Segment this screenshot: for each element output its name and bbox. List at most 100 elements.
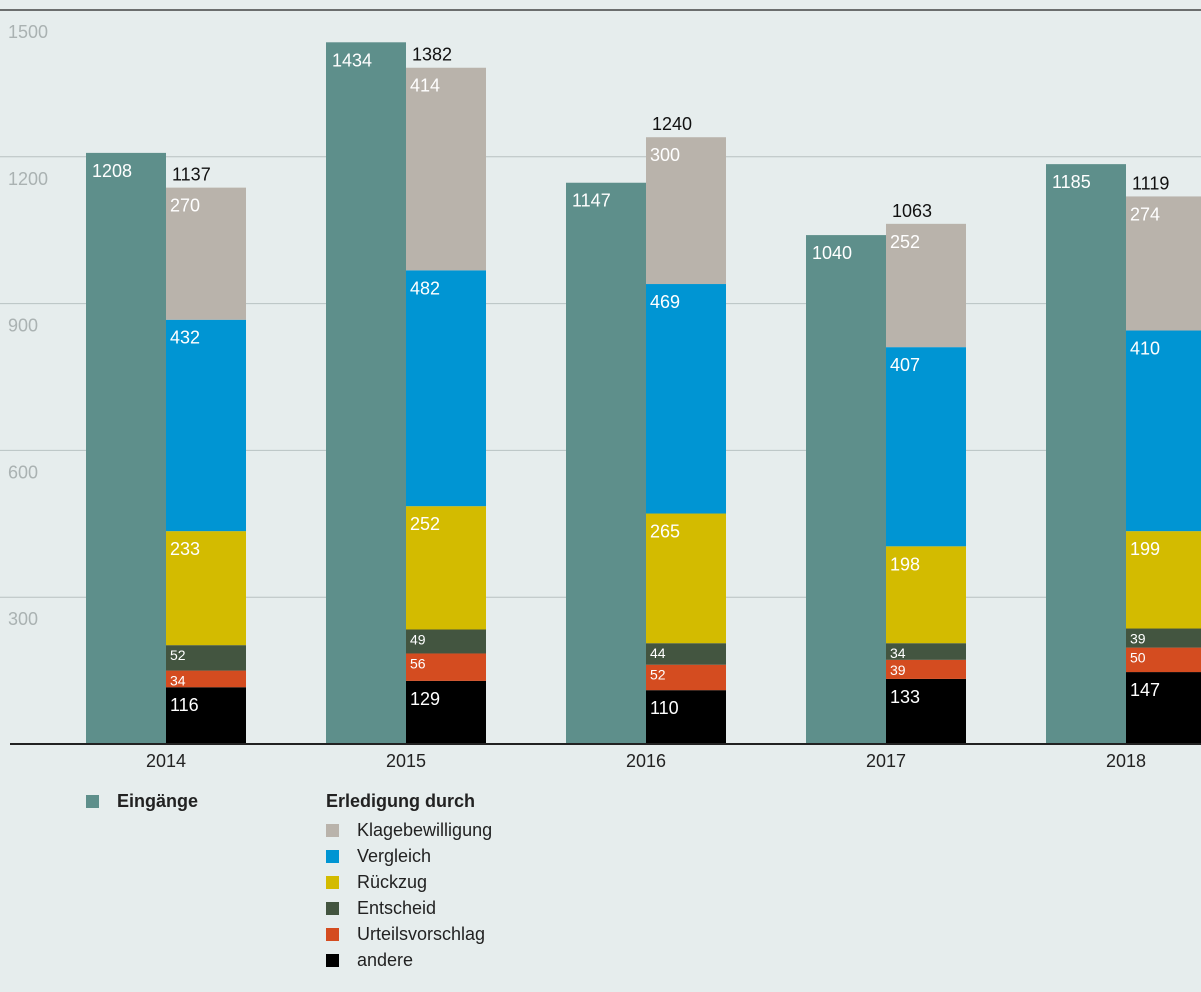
legend-swatch-urteilsvorschlag [326,927,339,941]
data-label-andere-2014: 116 [170,695,199,715]
data-label-entscheid-2015: 49 [410,631,426,647]
total-label-2018: 1119 [1132,173,1169,193]
y-tick-label-300: 300 [8,609,38,629]
legend-item-entscheid: Entscheid [326,895,492,921]
legend-incoming: Eingänge [86,788,198,814]
bar-klagebewilligung-2015 [406,67,486,271]
data-label-klagebewilligung-2014: 270 [170,196,200,216]
legend-swatch-entscheid [326,901,339,915]
bar-entscheid-2014 [166,645,246,671]
legend-swatch-eingaenge [86,794,99,808]
data-label-entscheid-2016: 44 [650,645,666,661]
legend-settled: Erledigung durch Klagebewilligung Vergle… [326,788,492,973]
data-label-andere-2017: 133 [890,687,920,707]
data-label-rueckzug-2018: 199 [1130,539,1160,559]
bar-eingaenge-2017 [806,235,886,745]
legend-label-vergleich: Vergleich [357,845,432,866]
legend-swatch-andere [326,953,339,967]
data-label-eingaenge-2015: 1434 [332,50,372,70]
x-tick-label-2015: 2015 [386,751,426,771]
bar-eingaenge-2014 [86,152,166,745]
data-label-vergleich-2016: 469 [650,292,680,312]
data-label-eingaenge-2018: 1185 [1052,172,1091,192]
legend-swatch-vergleich [326,849,339,863]
total-label-2015: 1382 [412,45,452,65]
bar-rueckzug-2014 [166,531,246,646]
data-label-rueckzug-2014: 233 [170,539,200,559]
bar-entscheid-2016 [646,643,726,665]
y-tick-label-1500: 1500 [8,22,48,42]
legend-item-rueckzug: Rückzug [326,869,492,895]
bar-rueckzug-2017 [886,546,966,644]
data-label-entscheid-2014: 52 [170,647,186,663]
legend-item-klagebewilligung: Klagebewilligung [326,817,492,843]
total-label-2014: 1137 [172,165,211,185]
bar-andere-2017 [886,678,966,744]
data-label-andere-2018: 147 [1130,680,1160,700]
data-label-urteilsvorschlag-2018: 50 [1130,650,1146,666]
bar-andere-2014 [166,687,246,744]
bar-vergleich-2017 [886,347,966,547]
data-label-andere-2016: 110 [650,698,679,718]
bar-andere-2016 [646,690,726,744]
bar-urteilsvorschlag-2015 [406,653,486,681]
data-label-vergleich-2018: 410 [1130,339,1160,359]
legend-item-andere: andere [326,947,492,973]
bar-klagebewilligung-2014 [166,187,246,320]
bar-urteilsvorschlag-2014 [166,670,246,688]
total-label-2016: 1240 [652,114,692,134]
data-label-klagebewilligung-2017: 252 [890,232,920,252]
bar-klagebewilligung-2017 [886,223,966,348]
total-label-2017: 1063 [892,201,932,221]
y-tick-label-600: 600 [8,462,38,482]
y-tick-label-900: 900 [8,316,38,336]
bar-klagebewilligung-2018 [1126,196,1201,331]
bar-vergleich-2018 [1126,330,1201,532]
legend-label-entscheid: Entscheid [357,897,437,918]
bar-entscheid-2015 [406,629,486,654]
bar-klagebewilligung-2016 [646,137,726,285]
bar-eingaenge-2015 [326,42,406,744]
data-label-urteilsvorschlag-2014: 34 [170,673,186,689]
data-label-vergleich-2017: 407 [890,355,920,375]
data-label-andere-2015: 129 [410,689,440,709]
legend-label-urteilsvorschlag: Urteilsvorschlag [357,923,486,944]
bar-urteilsvorschlag-2018 [1126,647,1201,673]
data-label-klagebewilligung-2015: 414 [410,76,440,96]
legend-label-andere: andere [357,949,414,970]
data-label-eingaenge-2016: 1147 [572,191,611,211]
data-label-entscheid-2018: 39 [1130,631,1146,647]
data-label-klagebewilligung-2018: 274 [1130,204,1160,224]
legend-label-eingaenge: Eingänge [117,790,199,811]
legend-item-eingaenge: Eingänge [86,788,198,814]
data-label-rueckzug-2015: 252 [410,514,440,534]
y-tick-label-1200: 1200 [8,169,48,189]
bar-eingaenge-2016 [566,182,646,744]
bar-eingaenge-2018 [1046,164,1126,744]
bar-rueckzug-2015 [406,506,486,630]
data-label-urteilsvorschlag-2016: 52 [650,667,666,683]
bar-entscheid-2018 [1126,628,1201,648]
legend-label-klagebewilligung: Klagebewilligung [357,819,493,840]
data-label-eingaenge-2017: 1040 [812,243,852,263]
bar-vergleich-2016 [646,284,726,514]
data-label-rueckzug-2017: 198 [890,554,920,574]
legend-item-urteilsvorschlag: Urteilsvorschlag [326,921,492,947]
bar-rueckzug-2016 [646,513,726,644]
data-label-vergleich-2014: 432 [170,328,200,348]
data-label-klagebewilligung-2016: 300 [650,145,680,165]
legend-settled-heading: Erledigung durch [326,790,476,811]
bar-entscheid-2017 [886,643,966,660]
bar-urteilsvorschlag-2016 [646,664,726,691]
legend-item-vergleich: Vergleich [326,843,492,869]
legend-swatch-klagebewilligung [326,823,339,837]
bar-rueckzug-2018 [1126,531,1201,629]
data-label-vergleich-2015: 482 [410,278,440,298]
x-tick-label-2017: 2017 [866,751,906,771]
bar-andere-2015 [406,680,486,744]
bar-urteilsvorschlag-2017 [886,659,966,679]
x-tick-label-2016: 2016 [626,751,666,771]
bar-andere-2018 [1126,672,1201,744]
data-label-eingaenge-2014: 1208 [92,161,132,181]
